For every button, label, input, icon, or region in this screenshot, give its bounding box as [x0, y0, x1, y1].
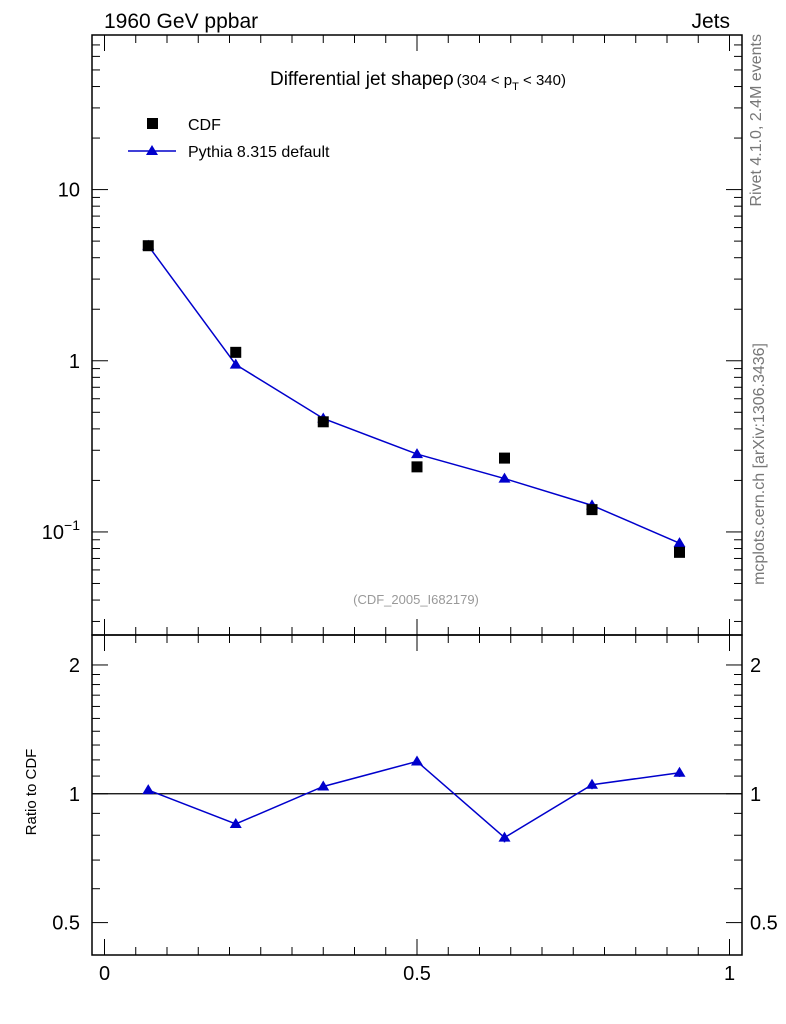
legend-cdf-label: CDF: [188, 117, 221, 134]
ratio-point: [142, 784, 155, 795]
plot-title: Differential jet shapeρ (304 < pT < 340): [270, 69, 566, 93]
ratio-y-tick-label-right: 2: [750, 655, 761, 677]
ratio-point: [229, 817, 242, 828]
ratio-y-tick-labels: 2 2 1 1 0.5 0.5: [52, 655, 778, 935]
cdf-point: [230, 346, 242, 358]
mcplots-label: mcplots.cern.ch [arXiv:1306.3436]: [751, 343, 768, 585]
ratio-plot-ticks: [92, 635, 742, 955]
cdf-point: [499, 452, 510, 464]
ratio-y-tick-label-right: 1: [750, 784, 761, 806]
ratio-point: [498, 831, 511, 842]
x-tick-labels: 0 0.5 1: [99, 963, 735, 985]
pythia-point: [411, 448, 423, 459]
x-tick-label: 0: [99, 963, 110, 985]
cdf-point: [674, 546, 685, 558]
analysis-watermark: (CDF_2005_I682179): [353, 592, 479, 607]
pythia-point: [229, 358, 242, 369]
rivet-label: Rivet 4.1.0, 2.4M events: [748, 34, 765, 207]
pythia-series: [142, 239, 686, 548]
main-plot-ticks: [92, 34, 742, 635]
energy-label: 1960 GeV ppbar: [104, 10, 258, 33]
cdf-point: [317, 416, 329, 428]
pythia-line: [147, 245, 680, 544]
plot-title-suffix2: < 340): [519, 72, 566, 89]
ratio-plot-frame: [91, 634, 743, 956]
ratio-point: [586, 778, 598, 789]
ratio-point: [673, 766, 686, 777]
main-y-tick-label-base: 10: [42, 522, 64, 544]
pythia-point: [498, 472, 511, 483]
x-tick-label: 0.5: [403, 963, 431, 985]
pythia-point: [673, 537, 686, 548]
ratio-y-tick-label-left: 0.5: [52, 913, 80, 935]
cdf-series: [142, 240, 685, 558]
main-y-tick-label: 10: [58, 180, 80, 202]
legend-pythia-label: Pythia 8.315 default: [188, 144, 330, 161]
legend-cdf-marker: [147, 118, 158, 129]
ratio-y-tick-label-right: 0.5: [750, 913, 778, 935]
cdf-point: [142, 240, 154, 252]
ratio-point: [411, 755, 423, 766]
legend: CDF Pythia 8.315 default: [128, 117, 330, 161]
cdf-point: [586, 504, 598, 516]
ratio-line: [147, 760, 680, 839]
ratio-y-tick-label-left: 2: [69, 655, 80, 677]
ratio-y-tick-label-left: 1: [69, 784, 80, 806]
ratio-y-axis-label: Ratio to CDF: [23, 749, 40, 836]
main-y-tick-label: 10−1: [42, 517, 80, 544]
ratio-point: [317, 780, 330, 791]
cdf-point: [411, 461, 423, 473]
x-tick-label: 1: [724, 963, 735, 985]
plot-title-suffix: (304 < p: [457, 72, 512, 89]
plot-title-main: Differential jet shapeρ: [270, 69, 454, 90]
category-label: Jets: [691, 10, 730, 33]
main-y-tick-label-exp: −1: [64, 517, 80, 533]
ratio-series: [142, 755, 686, 843]
legend-pythia-marker: [146, 145, 158, 155]
plot-title-sub: T: [512, 81, 519, 93]
main-y-tick-label: 1: [69, 351, 80, 373]
